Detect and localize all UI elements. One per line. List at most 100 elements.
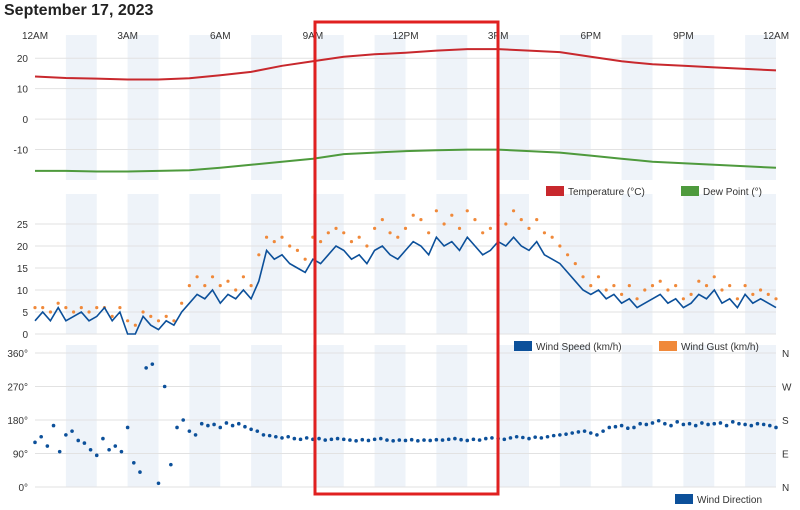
wind-direction-point [669, 423, 673, 428]
wind-gust-point [110, 314, 114, 318]
wind-gust-point [411, 213, 415, 217]
wind-direction-point [687, 421, 692, 426]
wind-gust-point [666, 288, 670, 292]
wind-direction-point [712, 421, 717, 426]
wind-direction-point [434, 437, 439, 442]
wind-gust-point [473, 218, 477, 222]
wind-gust-point [704, 284, 709, 288]
wind-direction-point [650, 421, 655, 425]
wind-gust-point [604, 288, 608, 292]
wind-gust-point [149, 314, 153, 318]
hour-band [65, 194, 97, 334]
wind-gust-point [334, 226, 338, 230]
grid-lines [35, 57, 776, 488]
wind-direction-point [508, 436, 513, 440]
wind-direction-point [175, 425, 179, 430]
wind-direction-point [341, 437, 346, 442]
legend-wind-speed: Wind Speed (km/h) [514, 341, 622, 353]
highlight-box [313, 20, 500, 496]
wind-direction-point [169, 462, 173, 467]
wind-direction-point [613, 424, 618, 429]
hour-band [127, 345, 159, 487]
wind-direction-point [45, 444, 50, 448]
hour-band [127, 35, 159, 180]
wind-direction-point [304, 436, 309, 440]
wind-gust-point [450, 213, 454, 217]
wind-direction-point [88, 447, 93, 452]
wind-gust-point [218, 284, 222, 288]
x-tick-label: 9AM [303, 31, 324, 42]
wind-direction-point [132, 461, 136, 465]
wind-direction-point [730, 420, 735, 424]
wind-direction-point [607, 425, 612, 430]
wind-gust-point [442, 222, 446, 226]
x-tick-label: 6AM [210, 31, 231, 42]
wind-direction-point [644, 422, 649, 427]
y-tick-label: 15 [17, 264, 29, 275]
wind-direction-point [236, 421, 241, 426]
wind-direction-point [70, 429, 74, 433]
wind-direction-point [465, 438, 470, 443]
y-tick-label: 25 [17, 220, 29, 231]
hour-band [251, 35, 282, 180]
wind-gust-point [434, 209, 438, 213]
legends: Temperature (°C) Dew Point (°) Wind Speed … [514, 186, 762, 506]
wind-gust-point [195, 275, 199, 279]
wind-direction-point [588, 431, 593, 435]
wind-direction-point [274, 434, 278, 439]
wind-gust-point [581, 275, 585, 279]
wind-direction-point [187, 429, 192, 433]
wind-direction-point [224, 421, 229, 425]
y-tick-label: 0 [22, 330, 28, 341]
wind-direction-point [125, 425, 130, 430]
legend-swatch [514, 341, 532, 351]
wind-direction-point [193, 433, 198, 437]
wind-gust-point [612, 284, 616, 288]
wind-direction-point [385, 438, 389, 442]
wind-gust-point [365, 244, 369, 248]
wind-direction-point [459, 437, 463, 442]
wind-gust-point [48, 310, 53, 314]
wind-direction-point [255, 429, 260, 433]
compass-label: N [782, 349, 789, 360]
hour-band [189, 345, 221, 487]
wind-direction-point [768, 423, 772, 428]
alternating-hour-bands [65, 35, 776, 487]
wind-gust-point [542, 231, 547, 235]
wind-direction-point [409, 437, 414, 442]
x-tick-label: 12PM [392, 31, 418, 42]
y-tick-label: 5 [22, 308, 28, 319]
wind-gust-point [481, 231, 485, 235]
dew-point-line [35, 148, 777, 173]
page-title: September 17, 2023 [4, 2, 154, 19]
wind-gust-point [735, 297, 740, 301]
wind-direction-point [737, 421, 741, 426]
wind-direction-point [761, 422, 766, 427]
wind-gust-point [519, 218, 523, 222]
wind-gust-point [126, 319, 130, 323]
wind-gust-point [71, 310, 76, 314]
hour-band [251, 345, 282, 487]
hour-band [745, 345, 776, 487]
wind-direction-point [539, 436, 544, 440]
wind-direction-point [514, 434, 519, 439]
wind-gust-point [180, 301, 184, 305]
wind-gust-point [527, 226, 531, 230]
wind-direction-point [57, 449, 62, 454]
wind-direction-point [551, 433, 556, 438]
wind-direction-point [249, 427, 253, 432]
wind-direction-point [656, 418, 661, 423]
wind-gust-point [681, 297, 685, 301]
wind-gust-point [558, 244, 562, 248]
temperature-line [34, 48, 777, 81]
wind-direction-point [101, 436, 105, 441]
hour-band [621, 345, 653, 487]
wind-gust-point [156, 319, 161, 323]
wind-gust-point [427, 231, 431, 235]
wind-gust-point [465, 209, 469, 213]
wind-gust-point [141, 310, 145, 314]
wind-gust-point [650, 284, 655, 288]
wind-gust-point [620, 292, 624, 296]
wind-gust-point [720, 288, 724, 292]
